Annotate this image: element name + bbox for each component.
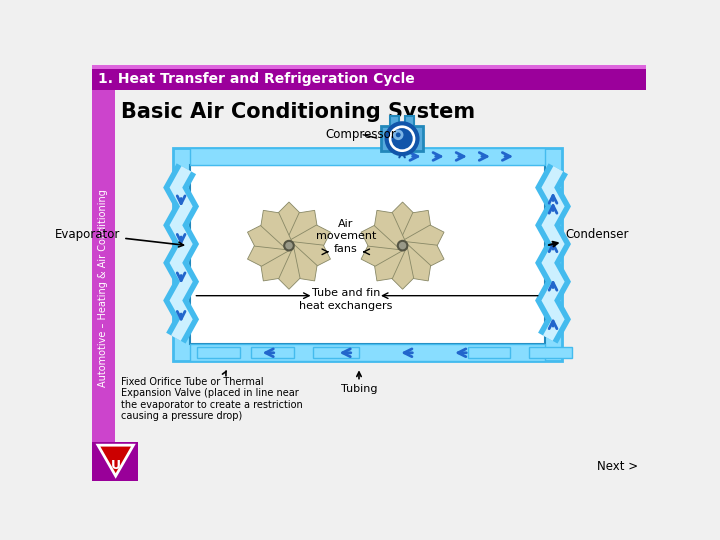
Polygon shape bbox=[399, 211, 431, 248]
FancyBboxPatch shape bbox=[92, 442, 138, 481]
Circle shape bbox=[397, 241, 408, 251]
FancyBboxPatch shape bbox=[390, 116, 399, 126]
Text: U: U bbox=[111, 458, 121, 472]
Polygon shape bbox=[287, 225, 330, 250]
Polygon shape bbox=[361, 241, 404, 266]
Polygon shape bbox=[287, 241, 330, 266]
Text: Tube and fin
heat exchangers: Tube and fin heat exchangers bbox=[299, 288, 392, 310]
Polygon shape bbox=[399, 243, 431, 281]
Polygon shape bbox=[278, 246, 300, 289]
Text: Condenser: Condenser bbox=[549, 227, 629, 246]
Polygon shape bbox=[361, 225, 404, 250]
FancyBboxPatch shape bbox=[92, 90, 115, 481]
FancyBboxPatch shape bbox=[529, 347, 572, 358]
FancyBboxPatch shape bbox=[405, 116, 415, 126]
Circle shape bbox=[284, 241, 294, 251]
Polygon shape bbox=[374, 243, 406, 281]
Circle shape bbox=[393, 130, 411, 148]
Polygon shape bbox=[98, 445, 133, 476]
Polygon shape bbox=[392, 246, 414, 289]
FancyBboxPatch shape bbox=[189, 148, 544, 165]
FancyBboxPatch shape bbox=[197, 347, 240, 358]
FancyBboxPatch shape bbox=[189, 345, 544, 361]
Text: Fixed Orifice Tube or Thermal
Expansion Valve (placed in line near
the evaporato: Fixed Orifice Tube or Thermal Expansion … bbox=[121, 371, 303, 421]
Polygon shape bbox=[248, 225, 290, 250]
Text: 1. Heat Transfer and Refrigeration Cycle: 1. Heat Transfer and Refrigeration Cycle bbox=[98, 72, 415, 86]
Polygon shape bbox=[278, 202, 300, 246]
Text: Basic Air Conditioning System: Basic Air Conditioning System bbox=[121, 102, 475, 122]
FancyBboxPatch shape bbox=[381, 126, 423, 151]
FancyBboxPatch shape bbox=[251, 347, 294, 358]
Circle shape bbox=[387, 123, 418, 154]
FancyBboxPatch shape bbox=[92, 69, 647, 90]
Text: Next >: Next > bbox=[598, 460, 639, 473]
Polygon shape bbox=[285, 243, 317, 281]
FancyBboxPatch shape bbox=[312, 347, 359, 358]
Polygon shape bbox=[285, 211, 317, 248]
Polygon shape bbox=[374, 211, 406, 248]
Polygon shape bbox=[401, 225, 444, 250]
Polygon shape bbox=[261, 243, 292, 281]
Text: Compressor: Compressor bbox=[325, 127, 396, 140]
FancyBboxPatch shape bbox=[92, 65, 647, 69]
Polygon shape bbox=[401, 241, 444, 266]
Polygon shape bbox=[392, 202, 414, 246]
Polygon shape bbox=[261, 211, 292, 248]
FancyBboxPatch shape bbox=[467, 347, 510, 358]
FancyBboxPatch shape bbox=[189, 165, 544, 345]
FancyBboxPatch shape bbox=[173, 148, 562, 361]
Text: Air
movement
fans: Air movement fans bbox=[315, 219, 376, 254]
Polygon shape bbox=[248, 241, 290, 266]
Text: Automotive – Heating & Air Conditioning: Automotive – Heating & Air Conditioning bbox=[99, 189, 108, 387]
Text: Tubing: Tubing bbox=[341, 372, 377, 394]
Text: Evaporator: Evaporator bbox=[55, 227, 184, 247]
